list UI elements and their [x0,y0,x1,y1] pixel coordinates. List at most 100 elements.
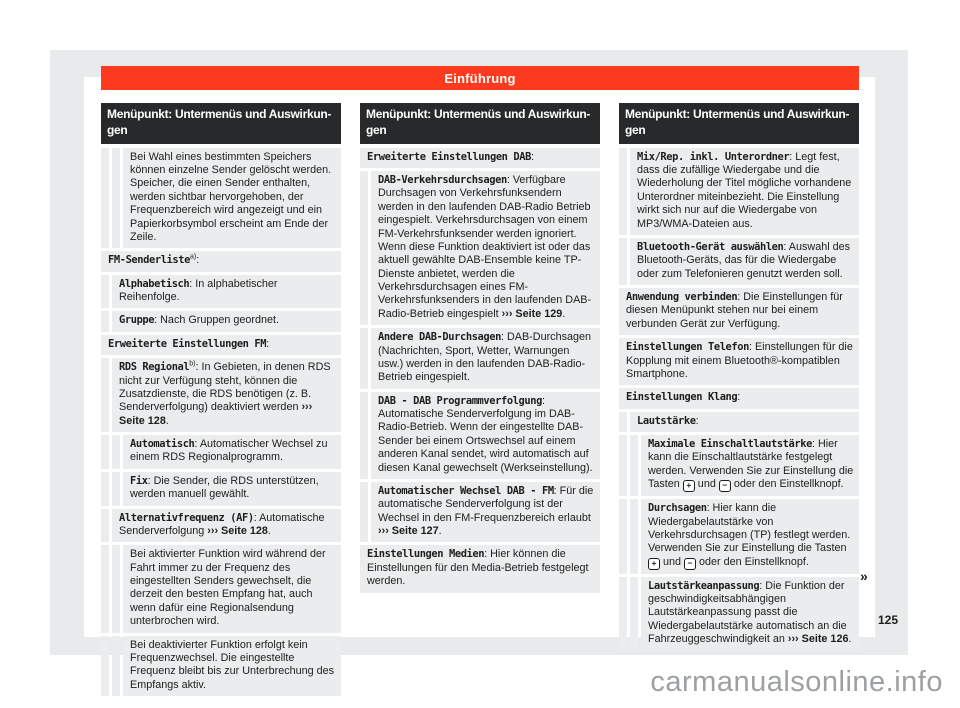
manual-row: Bei deaktivierter Funktion erfolgt kein … [101,635,341,697]
manual-row: Erweiterte Einstellungen FM: [101,334,341,356]
menu-term: Bluetooth-Gerät auswählen [637,240,784,253]
manual-row: FM-Senderlistea): [101,251,341,272]
indent-bar [360,391,368,479]
menu-term: Einstellungen Medien [367,548,485,561]
row-content: Alphabetisch: In alphabetischer Reihenfo… [112,274,341,309]
row-content: Alternativfrequenz (AF): Automatische Se… [112,508,341,543]
page-reference: ››› Seite 128 [119,401,313,427]
body-text: . [438,525,442,538]
page-reference: ››› Seite 126 [787,633,849,646]
menu-term: Anwendung verbinden [626,291,738,304]
page-reference: ››› Seite 127 [378,525,439,538]
manual-row: Gruppe: Nach Gruppen geordnet. [101,311,341,332]
indent-bar [619,411,627,433]
column-header: Menüpunkt: Untermenüs und Auswirkun-gen [360,103,600,144]
row-content: Einstellungen Klang: [619,388,859,409]
menu-term: Automatisch [130,438,195,451]
body-text: : Die Funktion der geschwindigkeitsabhän… [648,579,847,646]
column-rows: Mix/Rep. inkl. Unterordner: Legt fest, d… [619,147,859,651]
body-text: : Nach Gruppen geordnet. [154,314,279,327]
indent-bar [101,274,109,309]
menu-term: DAB-Verkehrsdurchsagen [378,174,507,187]
body-text: Bei Wahl eines bestimmten Speichers könn… [130,150,332,243]
menu-term: Gruppe [119,314,155,327]
manual-row: Einstellungen Klang: [619,388,859,409]
content-columns: Menüpunkt: Untermenüs und Auswirkun-gen … [101,103,859,699]
minus-key-icon: − [684,557,697,570]
manual-row: Bei aktivierter Funktion wird während de… [101,545,341,633]
body-text: : Die Einstellungen für diesen Menüpunkt… [626,291,843,330]
menu-term: Erweiterte Einstellungen FM [108,337,267,350]
manual-column-2: Menüpunkt: Untermenüs und Auswirkun-gen … [360,103,600,596]
indent-bar [630,576,638,651]
menu-term: Automatischer Wechsel DAB - FM [378,484,554,497]
column-header: Menüpunkt: Untermenüs und Auswirkun-gen [101,103,341,144]
plus-key-icon: + [682,480,695,493]
indent-bar [101,545,109,633]
body-text: . [267,524,271,537]
row-content: RDS Regionalb): In Gebieten, in denen RD… [112,358,341,433]
body-text: : In alphabetischer Reihenfolge. [119,277,278,304]
row-content: Einstellungen Telefon: Einstellungen für… [619,338,859,386]
body-text: : Einstellungen für die Kopplung mit ein… [626,341,853,380]
row-content: Andere DAB-Durchsagen: DAB-Durchsagen (N… [371,328,600,389]
body-text: oder den Einstellknopf. [730,478,844,491]
menu-term: Mix/Rep. inkl. Unterordner [637,150,790,163]
body-text: : [737,391,741,404]
manual-row: Automatisch: Automatischer Wechsel zu ei… [101,435,341,469]
manual-row: Maximale Einschaltlautstärke: Hier kann … [619,435,859,497]
row-content: Maximale Einschaltlautstärke: Hier kann … [641,435,859,497]
row-content: Automatisch: Automatischer Wechsel zu ei… [123,435,341,469]
row-content: DAB-Verkehrsdurchsagen: Verfügbare Durch… [371,171,600,326]
manual-row: DAB - DAB Programmverfolgung: Automatisc… [360,391,600,479]
body-text: : [266,337,270,350]
manual-row: RDS Regionalb): In Gebieten, in denen RD… [101,358,341,433]
body-text: : [695,414,699,427]
row-content: Anwendung verbinden: Die Einstellungen f… [619,288,859,336]
footnote-marker: a) [189,253,197,261]
row-content: Einstellungen Medien: Hier können die Ei… [360,545,600,593]
indent-bar [101,635,109,697]
body-text: : Hier können die Einstellungen für den … [367,548,589,588]
row-content: Fix: Die Sender, die RDS unterstützen, w… [123,471,341,506]
indent-bar [619,435,627,497]
row-content: Gruppe: Nach Gruppen geordnet. [112,311,341,332]
manual-row: Durchsagen: Hier kann die Wiedergabelaut… [619,499,859,574]
body-text: : Die Sender, die RDS unterstützen, werd… [130,474,319,501]
menu-term: Erweiterte Einstellungen DAB [367,150,531,163]
body-text: : Legt fest, dass die zufällige Wiederga… [637,150,852,230]
manual-row: Fix: Die Sender, die RDS unterstützen, w… [101,471,341,506]
menu-term: Einstellungen Klang [626,391,738,404]
row-content: Automatischer Wechsel DAB - FM: Für die … [371,481,600,543]
indent-bar [112,435,120,469]
body-text: . [848,633,852,646]
body-text: : [530,150,534,163]
manual-row: Andere DAB-Durchsagen: DAB-Durchsagen (N… [360,328,600,389]
body-text: und [660,555,685,568]
body-text: : DAB-Durchsagen (Nachrichten, Sport, We… [378,331,591,384]
body-text: Bei deaktivierter Funktion erfolgt kein … [130,638,335,691]
minus-key-icon: − [718,480,731,493]
row-content: DAB - DAB Programmverfolgung: Automatisc… [371,391,600,479]
body-text: und [694,478,719,491]
column-header: Menüpunkt: Untermenüs und Auswirkun-gen [619,103,859,144]
manual-row: Automatischer Wechsel DAB - FM: Für die … [360,481,600,543]
menu-term: Alternativfrequenz (AF) [119,511,254,524]
row-content: Durchsagen: Hier kann die Wiedergabelaut… [641,499,859,574]
page-reference: ››› Seite 128 [207,524,268,537]
body-text: : Hier kann die Einschaltlautstärke fest… [648,438,854,491]
indent-bar [101,471,109,506]
menu-term: FM-Senderliste [108,254,190,267]
indent-bar [101,147,109,249]
row-content: Erweiterte Einstellungen DAB: [360,147,600,169]
row-content: Bluetooth-Gerät auswählen: Auswahl des B… [630,237,859,286]
manual-row: Lautstärke: [619,411,859,433]
body-text: : Verfügbare Durchsagen von Verkehrsfunk… [378,174,592,320]
section-title: Einführung [444,70,516,86]
indent-bar [101,311,109,332]
manual-row: Bei Wahl eines bestimmten Speichers könn… [101,147,341,249]
menu-term: Fix [130,474,148,487]
indent-bar [630,435,638,497]
body-text: . [165,414,169,427]
body-text: : In Gebieten, in denen RDS nicht zur Ve… [119,361,331,414]
